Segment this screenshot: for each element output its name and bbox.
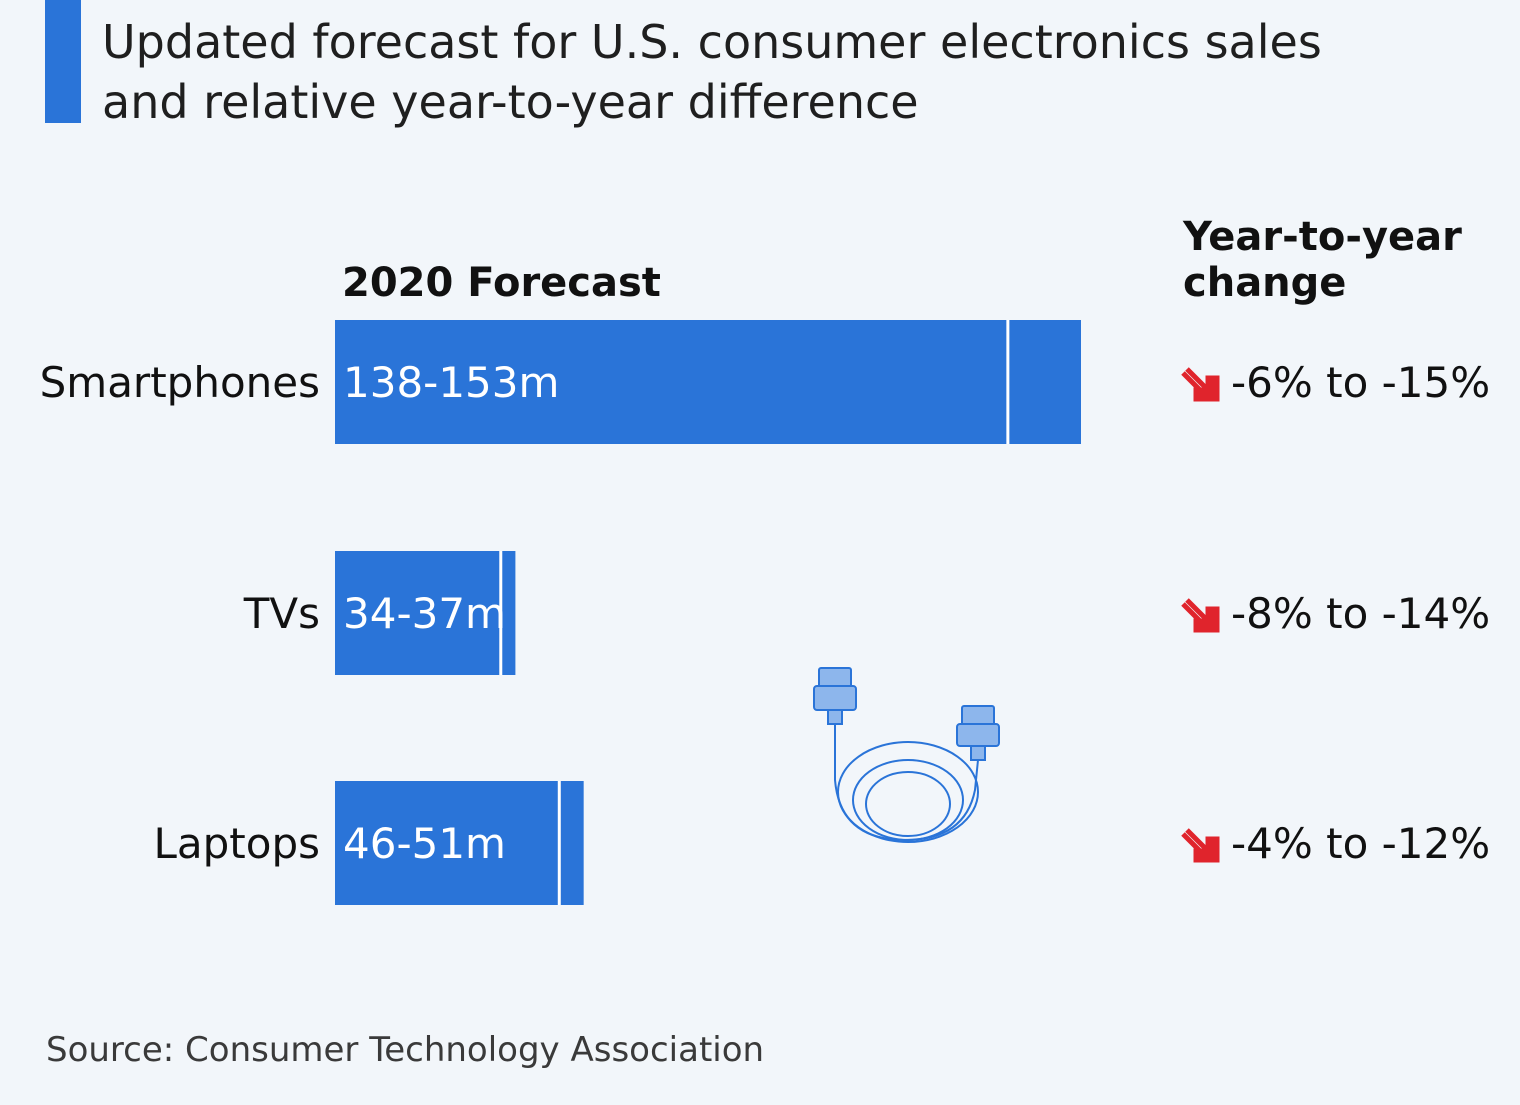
category-label: Laptops (153, 819, 320, 868)
category-label: Smartphones (40, 358, 320, 407)
bar-laptops (335, 781, 584, 905)
chart-title: Updated forecast for U.S. consumer elect… (102, 15, 1322, 129)
cable-illustration (813, 667, 1000, 843)
bar-value-label: 138-153m (343, 358, 559, 407)
yoy-change-label: -8% to -14% (1231, 589, 1490, 638)
change-header: Year-to-year change (1182, 214, 1462, 306)
forecast-header: 2020 Forecast (342, 260, 661, 306)
yoy-change-label: -4% to -12% (1231, 819, 1490, 868)
down-arrow-icon (1181, 828, 1220, 863)
down-arrow-icon (1181, 367, 1220, 402)
bar-tvs (335, 551, 516, 675)
bar-value-label: 34-37m (343, 589, 506, 638)
category-label: TVs (243, 589, 320, 638)
bar-rows: 138-153m Smartphones -6% to -15% 34-37m TVs -… (40, 320, 1490, 905)
change-header-line: Year-to-year (1182, 214, 1462, 260)
yoy-change-label: -6% to -15% (1231, 358, 1490, 407)
change-header-line: change (1183, 260, 1346, 306)
bar-smartphones (335, 320, 1081, 444)
title-accent-bar (45, 0, 81, 123)
bar-value-label: 46-51m (343, 819, 506, 868)
down-arrow-icon (1181, 598, 1220, 633)
source-note: Source: Consumer Technology Association (46, 1030, 765, 1070)
